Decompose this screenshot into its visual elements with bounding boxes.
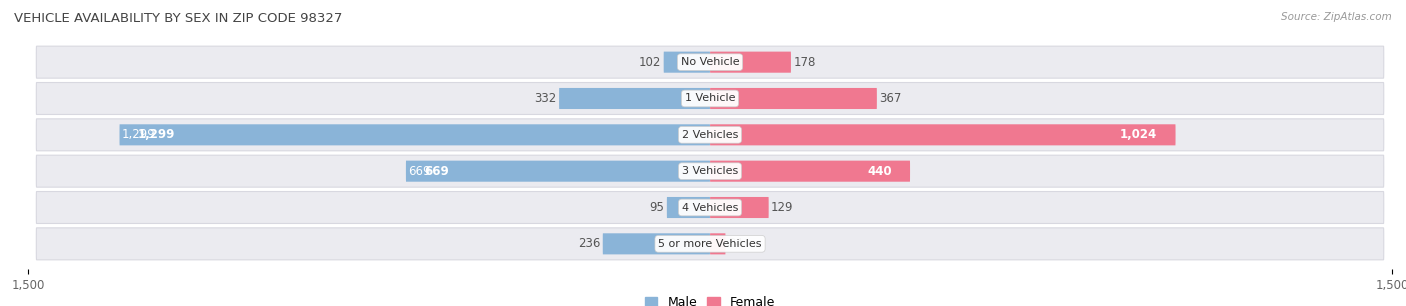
FancyBboxPatch shape <box>666 197 710 218</box>
Text: 1,299: 1,299 <box>138 128 176 141</box>
Text: No Vehicle: No Vehicle <box>681 57 740 67</box>
FancyBboxPatch shape <box>560 88 710 109</box>
Text: 3 Vehicles: 3 Vehicles <box>682 166 738 176</box>
FancyBboxPatch shape <box>120 124 710 145</box>
FancyBboxPatch shape <box>37 46 1384 78</box>
Text: 2 Vehicles: 2 Vehicles <box>682 130 738 140</box>
Legend: Male, Female: Male, Female <box>640 291 780 306</box>
FancyBboxPatch shape <box>710 124 1175 145</box>
Text: 332: 332 <box>534 92 557 105</box>
FancyBboxPatch shape <box>37 192 1384 223</box>
Text: 1,024: 1,024 <box>1121 128 1157 141</box>
FancyBboxPatch shape <box>664 52 710 73</box>
Text: 440: 440 <box>868 165 891 178</box>
Text: 5 or more Vehicles: 5 or more Vehicles <box>658 239 762 249</box>
Text: 367: 367 <box>879 92 901 105</box>
FancyBboxPatch shape <box>710 197 769 218</box>
Text: 1 Vehicle: 1 Vehicle <box>685 94 735 103</box>
FancyBboxPatch shape <box>710 52 792 73</box>
Text: 95: 95 <box>650 201 665 214</box>
Text: 669: 669 <box>425 165 449 178</box>
FancyBboxPatch shape <box>603 233 710 254</box>
FancyBboxPatch shape <box>37 83 1384 114</box>
Text: 34: 34 <box>728 237 742 250</box>
FancyBboxPatch shape <box>37 228 1384 260</box>
FancyBboxPatch shape <box>710 88 877 109</box>
Text: 129: 129 <box>770 201 793 214</box>
Text: VEHICLE AVAILABILITY BY SEX IN ZIP CODE 98327: VEHICLE AVAILABILITY BY SEX IN ZIP CODE … <box>14 12 343 25</box>
Text: 669: 669 <box>408 165 430 178</box>
FancyBboxPatch shape <box>406 161 710 182</box>
FancyBboxPatch shape <box>710 233 725 254</box>
Text: 236: 236 <box>578 237 600 250</box>
Text: 1,299: 1,299 <box>122 128 156 141</box>
FancyBboxPatch shape <box>710 161 910 182</box>
Text: 4 Vehicles: 4 Vehicles <box>682 203 738 212</box>
Text: Source: ZipAtlas.com: Source: ZipAtlas.com <box>1281 12 1392 22</box>
Text: 178: 178 <box>793 56 815 69</box>
FancyBboxPatch shape <box>37 119 1384 151</box>
Text: 102: 102 <box>638 56 661 69</box>
FancyBboxPatch shape <box>37 155 1384 187</box>
